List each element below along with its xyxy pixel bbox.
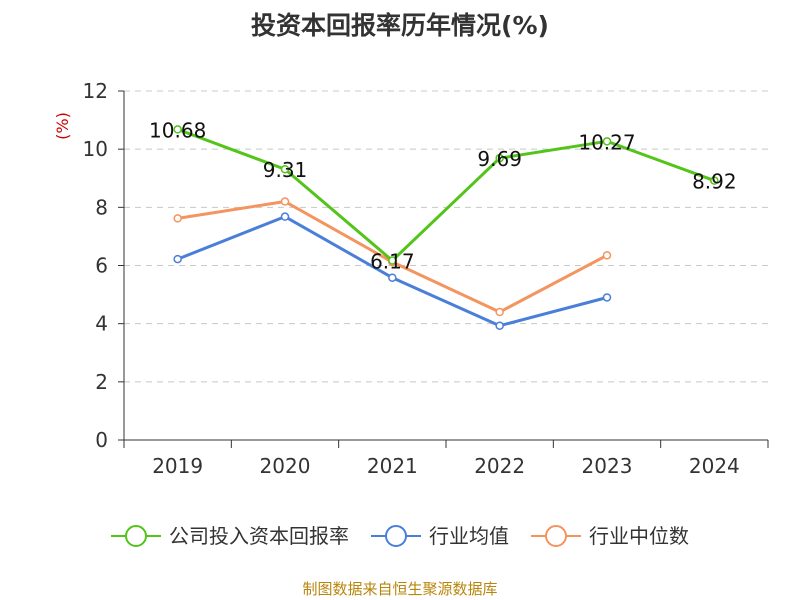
- legend-item-1[interactable]: 行业均值: [371, 524, 509, 548]
- x-tick-label: 2024: [689, 454, 740, 478]
- grid-lines: [124, 90, 768, 383]
- y-tick-label: 12: [83, 79, 108, 103]
- chart-title: 投资本回报率历年情况(%): [251, 11, 549, 40]
- data-point[interactable]: [388, 273, 397, 282]
- y-tick-label: 2: [95, 370, 108, 394]
- legend-label: 公司投入资本回报率: [169, 524, 349, 548]
- legend-item-0[interactable]: 公司投入资本回报率: [111, 524, 349, 548]
- y-tick-label: 0: [95, 428, 108, 452]
- series-line: [177, 127, 715, 263]
- data-label: 6.17: [370, 250, 415, 274]
- legend-item-2[interactable]: 行业中位数: [531, 524, 689, 548]
- series-0: [173, 125, 719, 265]
- legend-swatch-marker: [545, 525, 567, 547]
- y-tick-label: 10: [83, 137, 108, 161]
- data-point[interactable]: [495, 307, 504, 317]
- series-1: [173, 212, 612, 330]
- data-point[interactable]: [173, 254, 182, 264]
- data-point[interactable]: [602, 251, 612, 260]
- data-point[interactable]: [602, 293, 612, 302]
- legend-swatch-marker: [125, 525, 147, 547]
- y-tick-label: 8: [95, 195, 108, 219]
- data-point[interactable]: [388, 256, 397, 265]
- data-point[interactable]: [280, 164, 290, 174]
- data-label: 10.27: [578, 130, 635, 154]
- data-label: 10.68: [149, 118, 206, 142]
- x-tick-label: 2019: [152, 454, 203, 478]
- y-tick-label: 4: [95, 312, 108, 336]
- data-label: 9.31: [263, 158, 308, 182]
- data-point[interactable]: [280, 197, 290, 206]
- data-label: 8.92: [692, 170, 737, 194]
- series-lines: 10.68 9.31 6.17 9.69 10.27 8.92: [149, 118, 737, 330]
- y-axis-label: (%): [53, 112, 72, 140]
- legend-label: 行业中位数: [589, 524, 689, 548]
- x-tick-label: 2021: [367, 454, 418, 478]
- x-tick-label: 2023: [582, 454, 633, 478]
- x-tick-labels: 2019 2020 2021 2022 2023 2024: [152, 454, 740, 478]
- x-tick-label: 2022: [474, 454, 525, 478]
- x-tick-label: 2020: [260, 454, 311, 478]
- y-tick-labels: 0 2 4 6 8 10 12: [83, 79, 108, 452]
- data-point[interactable]: [495, 321, 504, 330]
- data-point[interactable]: [173, 125, 182, 134]
- y-tick-label: 6: [95, 254, 108, 278]
- data-point[interactable]: [495, 153, 504, 163]
- legend-swatch-marker: [385, 525, 407, 547]
- data-point[interactable]: [173, 214, 182, 223]
- data-point[interactable]: [710, 176, 719, 185]
- source-note: 制图数据来自恒生聚源数据库: [302, 580, 498, 598]
- data-point[interactable]: [280, 212, 290, 221]
- data-point[interactable]: [602, 137, 612, 146]
- legend-label: 行业均值: [429, 524, 509, 548]
- data-labels: 10.68 9.31 6.17 9.69 10.27 8.92: [149, 118, 737, 273]
- data-label: 9.69: [477, 147, 522, 171]
- axes: [118, 90, 769, 448]
- legend: 公司投入资本回报率 行业均值 行业中位数: [111, 524, 689, 548]
